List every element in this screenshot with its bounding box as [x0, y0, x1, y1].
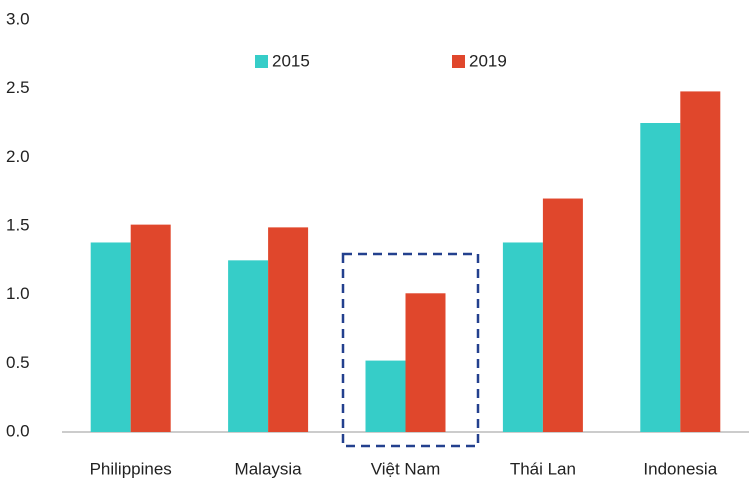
y-tick-label: 2.0 — [6, 147, 30, 166]
bar — [268, 227, 309, 432]
bar — [542, 198, 583, 432]
highlight-box — [341, 252, 480, 448]
y-tick-label: 2.5 — [6, 78, 30, 97]
legend-swatch — [255, 55, 268, 68]
y-tick-label: 0.0 — [6, 421, 30, 440]
legend-swatch — [452, 55, 465, 68]
bar — [405, 293, 446, 432]
legend-label: 2015 — [272, 51, 310, 70]
x-tick-label: Indonesia — [643, 459, 717, 478]
bar — [365, 360, 406, 432]
y-tick-label: 1.5 — [6, 215, 30, 234]
bar — [90, 242, 131, 432]
y-tick-label: 0.5 — [6, 353, 30, 372]
bar — [680, 91, 721, 432]
x-tick-label: Việt Nam — [371, 459, 441, 478]
x-tick-label: Thái Lan — [510, 459, 576, 478]
x-tick-label: Philippines — [90, 459, 172, 478]
y-tick-label: 1.0 — [6, 284, 30, 303]
bar — [130, 224, 171, 432]
bar — [228, 260, 269, 432]
legend-label: 2019 — [469, 51, 507, 70]
bar — [502, 242, 543, 432]
y-tick-label: 3.0 — [6, 9, 30, 28]
bar — [640, 123, 681, 432]
x-tick-label: Malaysia — [235, 459, 303, 478]
